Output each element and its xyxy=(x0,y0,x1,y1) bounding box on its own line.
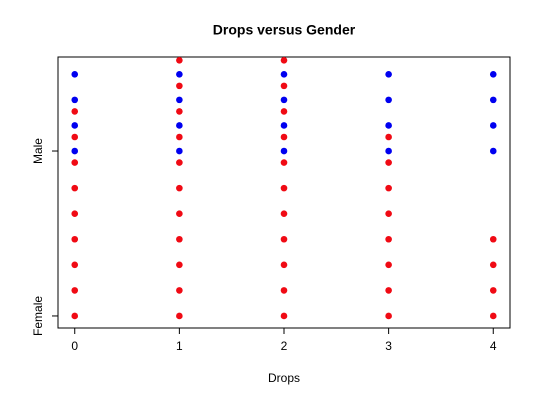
point xyxy=(280,184,288,192)
point xyxy=(280,82,288,90)
y-tick-label: Female xyxy=(31,296,45,336)
point xyxy=(71,96,79,104)
point xyxy=(176,82,183,90)
point xyxy=(385,159,392,166)
point xyxy=(71,287,79,294)
point xyxy=(385,235,392,243)
point xyxy=(280,312,288,320)
x-tick-label: 1 xyxy=(176,339,183,353)
point xyxy=(71,210,79,217)
point xyxy=(280,261,288,269)
point xyxy=(176,108,183,115)
point xyxy=(176,96,183,104)
point xyxy=(385,96,392,104)
point xyxy=(71,133,79,141)
x-axis-label: Drops xyxy=(268,371,300,385)
point xyxy=(176,147,183,155)
point xyxy=(176,210,183,217)
point xyxy=(71,235,79,243)
chart-title: Drops versus Gender xyxy=(213,22,356,38)
point xyxy=(280,122,288,129)
point xyxy=(176,133,183,141)
point xyxy=(489,235,497,243)
point xyxy=(280,56,288,64)
point xyxy=(280,96,288,104)
point xyxy=(280,71,288,78)
point xyxy=(280,108,288,115)
point xyxy=(280,235,288,243)
point xyxy=(385,210,392,217)
point xyxy=(489,96,497,104)
point xyxy=(176,261,183,269)
point xyxy=(71,159,79,166)
point xyxy=(385,261,392,269)
point xyxy=(71,184,79,192)
point xyxy=(280,147,288,155)
x-tick-label: 4 xyxy=(490,339,497,353)
point xyxy=(489,261,497,269)
point xyxy=(176,184,183,192)
point xyxy=(280,210,288,217)
point xyxy=(71,108,79,115)
point xyxy=(385,71,392,78)
point xyxy=(71,122,79,129)
point xyxy=(176,287,183,294)
point xyxy=(280,159,288,166)
point xyxy=(385,312,392,320)
point xyxy=(176,71,183,78)
x-tick-label: 3 xyxy=(385,339,392,353)
point xyxy=(176,312,183,320)
point xyxy=(71,312,79,320)
point xyxy=(280,287,288,294)
point xyxy=(385,133,392,141)
point xyxy=(489,71,497,78)
point xyxy=(176,122,183,129)
point xyxy=(176,235,183,243)
point xyxy=(489,122,497,129)
x-tick-label: 2 xyxy=(281,339,288,353)
point xyxy=(489,147,497,155)
point xyxy=(176,56,183,64)
x-tick-label: 0 xyxy=(71,339,78,353)
point xyxy=(385,184,392,192)
point xyxy=(71,147,79,155)
point xyxy=(176,159,183,166)
point xyxy=(71,261,79,269)
point xyxy=(385,122,392,129)
y-tick-label: Male xyxy=(31,138,45,164)
point xyxy=(385,147,392,155)
point xyxy=(489,312,497,320)
point xyxy=(280,133,288,141)
point xyxy=(385,287,392,294)
point xyxy=(489,287,497,294)
point xyxy=(71,71,79,78)
